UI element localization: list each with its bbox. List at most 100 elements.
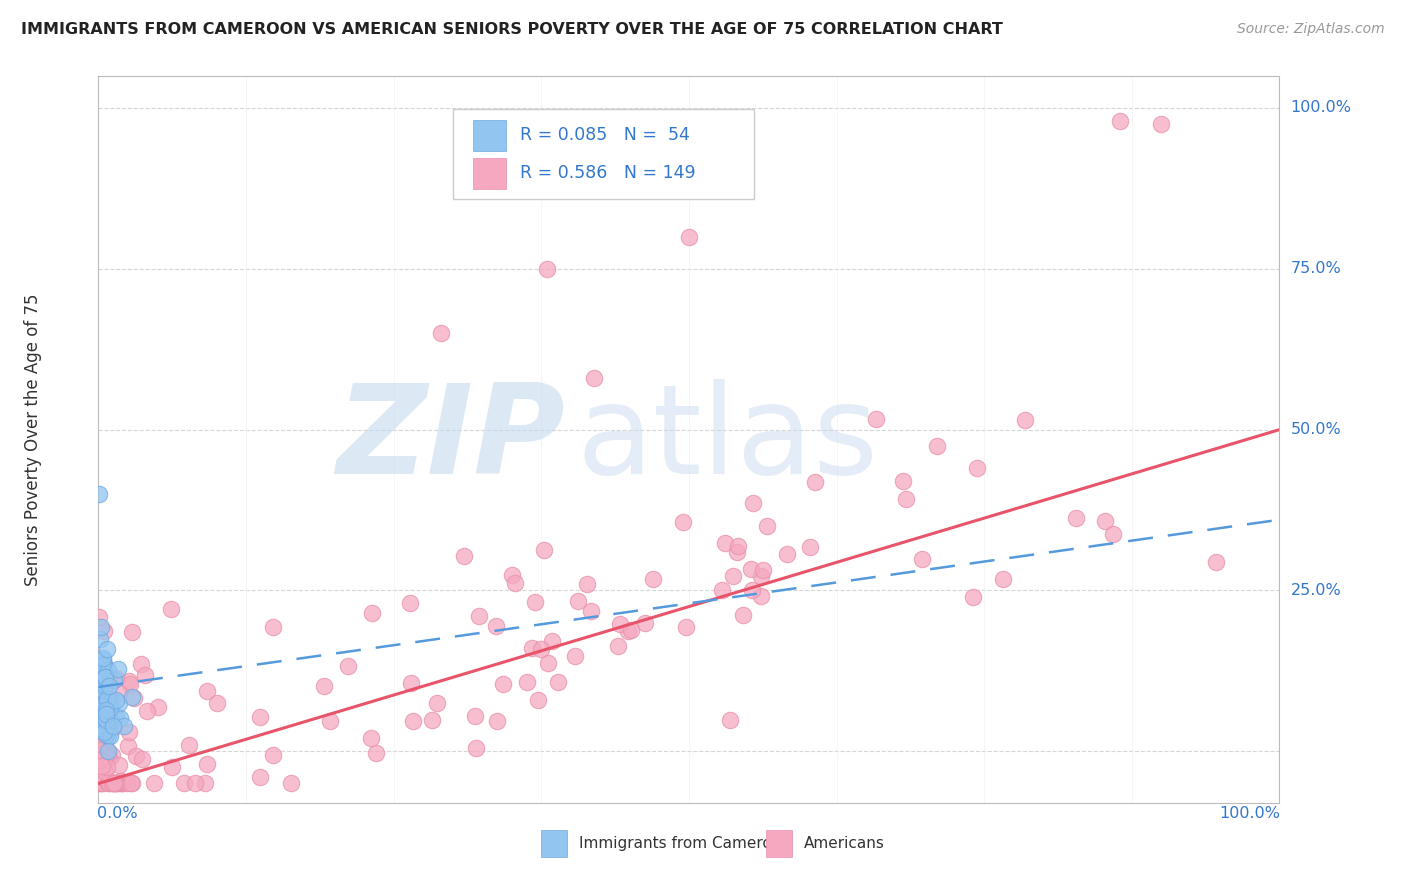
Point [633, 616, 655, 631]
Point [567, 594, 589, 608]
Point [749, 589, 772, 603]
Point [89, 683, 111, 698]
Point [89, 694, 111, 708]
Text: Seniors Poverty Over the Age of 75: Seniors Poverty Over the Age of 75 [24, 293, 42, 585]
Text: 25.0%: 25.0% [1291, 583, 1341, 598]
Point [96, 692, 118, 706]
Point [89, 722, 111, 736]
Text: 0.0%: 0.0% [97, 806, 138, 821]
Point [547, 674, 569, 689]
Point [96, 706, 118, 721]
Point [90, 776, 112, 790]
Point [120, 776, 142, 790]
Point [94, 679, 117, 693]
Point [319, 714, 342, 729]
Point [184, 776, 207, 790]
Point [925, 438, 948, 452]
Point [672, 515, 695, 529]
Point [741, 496, 763, 510]
Point [714, 535, 737, 549]
Point [96, 703, 118, 717]
Point [136, 704, 159, 718]
Point [100, 712, 122, 726]
Point [527, 692, 550, 706]
Point [195, 757, 218, 772]
Point [522, 641, 544, 656]
Point [607, 640, 630, 654]
Point [108, 686, 131, 700]
Point [98, 729, 121, 743]
Point [721, 569, 744, 583]
Point [94, 671, 117, 685]
Point [87, 704, 110, 718]
Point [87, 708, 110, 723]
Point [101, 776, 124, 790]
Point [731, 608, 754, 623]
Point [108, 711, 131, 725]
Point [894, 492, 917, 507]
Point [90, 714, 112, 729]
Point [564, 648, 586, 663]
Point [146, 699, 169, 714]
Point [120, 677, 142, 691]
Point [1014, 413, 1036, 427]
Point [799, 540, 821, 554]
Text: atlas: atlas [576, 379, 879, 500]
Point [110, 773, 132, 788]
Point [541, 633, 564, 648]
Point [87, 719, 110, 733]
Point [87, 701, 110, 715]
Point [93, 696, 115, 710]
Point [96, 712, 118, 726]
FancyBboxPatch shape [541, 830, 567, 857]
Point [207, 696, 229, 710]
Point [97, 729, 120, 743]
Point [911, 552, 934, 566]
Point [366, 747, 388, 761]
Point [89, 666, 111, 681]
Point [464, 709, 486, 723]
FancyBboxPatch shape [766, 830, 792, 857]
Point [465, 741, 488, 756]
Point [991, 572, 1014, 586]
Point [262, 620, 284, 634]
Point [97, 750, 120, 764]
Point [1109, 113, 1132, 128]
Point [740, 562, 762, 576]
Point [675, 620, 697, 634]
Point [97, 663, 120, 677]
Point [108, 696, 131, 710]
Point [89, 681, 111, 696]
Point [492, 677, 515, 691]
Point [134, 668, 156, 682]
Point [360, 731, 382, 745]
Point [98, 714, 121, 729]
Point [727, 539, 749, 553]
Text: Americans: Americans [803, 836, 884, 851]
Point [94, 772, 117, 786]
Point [583, 371, 606, 385]
Point [89, 632, 111, 646]
Point [89, 658, 111, 673]
Point [524, 595, 547, 609]
Point [1102, 527, 1125, 541]
Point [121, 690, 143, 704]
Point [89, 735, 111, 749]
Point [533, 543, 555, 558]
Point [89, 742, 111, 756]
Point [891, 474, 914, 488]
Point [117, 739, 139, 753]
Point [89, 776, 111, 790]
Point [87, 662, 110, 676]
Point [98, 672, 121, 686]
Point [101, 723, 124, 737]
Point [93, 664, 115, 678]
Point [90, 759, 112, 773]
Point [503, 575, 526, 590]
Point [249, 710, 271, 724]
Point [97, 679, 120, 693]
Point [516, 674, 538, 689]
Text: R = 0.586   N = 149: R = 0.586 N = 149 [520, 164, 696, 182]
Point [87, 688, 110, 702]
Point [112, 776, 135, 790]
